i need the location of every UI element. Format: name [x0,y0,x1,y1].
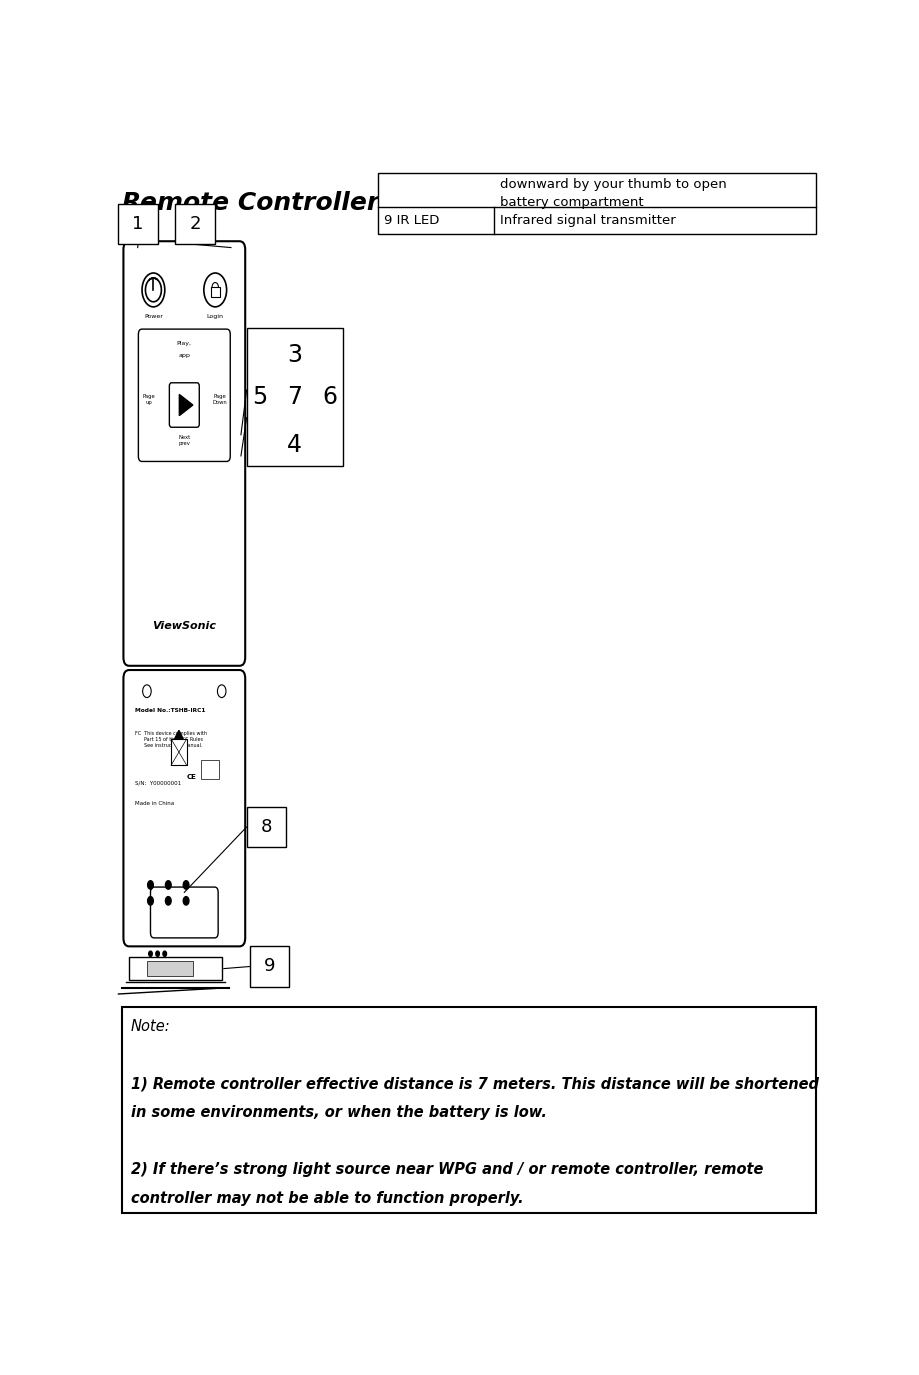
Text: 3: 3 [288,342,302,367]
Circle shape [148,896,153,905]
Text: Play,: Play, [176,341,192,345]
Circle shape [183,881,189,890]
Text: 9: 9 [264,957,276,975]
Text: ViewSonic: ViewSonic [153,622,216,631]
FancyBboxPatch shape [123,241,245,666]
Text: Model No.:TSHB-IRC1: Model No.:TSHB-IRC1 [135,708,205,714]
Polygon shape [175,730,183,738]
Bar [122,1006,816,1213]
Circle shape [165,896,171,905]
Text: 2) If there’s strong light source near WPG and / or remote controller, remote: 2) If there’s strong light source near W… [130,1162,763,1177]
Text: FC  This device complies with
      Part 15 of the FCC Rules
      See instructi: FC This device complies with Part 15 of … [135,732,207,748]
Text: 6: 6 [323,385,337,408]
FancyBboxPatch shape [151,887,218,938]
Text: Login: Login [207,315,223,319]
Circle shape [156,951,159,957]
Text: app: app [178,353,190,359]
Bar [379,173,816,234]
Circle shape [163,951,166,957]
Text: Power: Power [144,315,163,319]
Bar [211,287,220,297]
Text: Made in China: Made in China [135,802,174,806]
Bar [176,204,215,245]
Text: 5: 5 [252,385,267,408]
Text: Infrared signal transmitter: Infrared signal transmitter [500,213,675,227]
Circle shape [149,951,153,957]
Circle shape [165,881,171,890]
Polygon shape [179,395,193,415]
Text: 1) Remote controller effective distance is 7 meters. This distance will be short: 1) Remote controller effective distance … [130,1077,819,1092]
Text: 4: 4 [288,433,302,456]
Text: 8: 8 [260,818,272,836]
Circle shape [183,896,189,905]
Text: controller may not be able to function properly.: controller may not be able to function p… [130,1191,523,1206]
FancyBboxPatch shape [169,382,199,428]
Bar [147,961,193,976]
Text: 2: 2 [189,216,200,234]
Text: CE: CE [187,774,197,780]
Text: downward by your thumb to open
battery compartment: downward by your thumb to open battery c… [500,177,727,209]
Circle shape [148,881,153,890]
Text: in some environments, or when the battery is low.: in some environments, or when the batter… [130,1106,547,1121]
Text: Remote Controller: Remote Controller [122,191,380,216]
FancyBboxPatch shape [123,670,245,946]
Bar [129,957,221,980]
Bar [171,738,187,766]
Text: Note:: Note: [130,1019,170,1034]
Bar [246,329,343,466]
Bar [250,946,289,987]
Bar [246,807,286,847]
Text: 9 IR LED: 9 IR LED [384,213,439,227]
FancyBboxPatch shape [139,329,231,462]
Bar [119,204,158,245]
Text: S/N:  Y00000001: S/N: Y00000001 [135,780,181,785]
Text: 1: 1 [132,216,143,234]
Bar [200,760,219,780]
Text: Next
prev: Next prev [178,434,190,446]
Text: 7: 7 [288,385,302,408]
Text: Page
up: Page up [142,395,155,406]
Text: Page
Down: Page Down [212,395,227,406]
